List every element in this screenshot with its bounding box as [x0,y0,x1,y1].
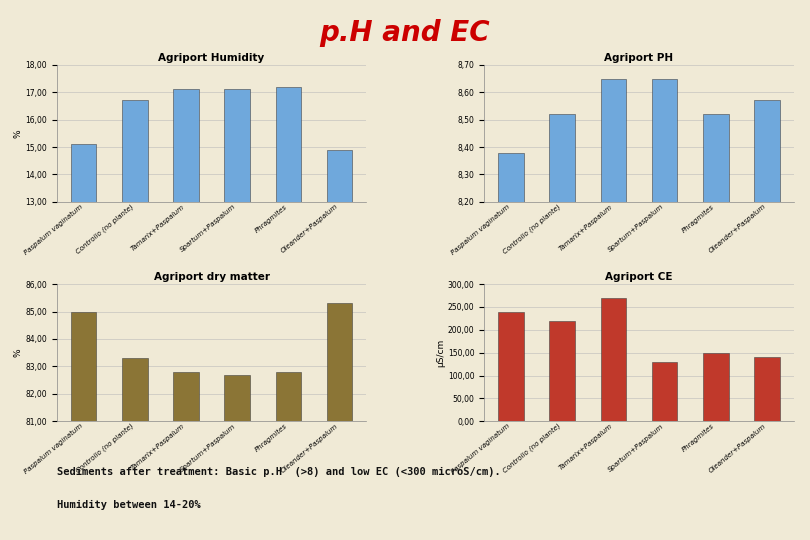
Bar [326,150,352,540]
Text: Humidity between 14-20%: Humidity between 14-20% [57,500,200,510]
Bar [224,90,250,540]
Bar [498,312,524,421]
Bar [652,78,677,540]
Bar [703,353,728,421]
Title: Agriport PH: Agriport PH [604,52,673,63]
Bar [549,114,575,540]
Bar [70,144,96,540]
Y-axis label: %: % [14,348,23,357]
Bar [275,87,301,540]
Y-axis label: μS/cm: μS/cm [436,339,445,367]
Text: Sediments after treatment: Basic p.H  (>8) and low EC (<300 microS/cm).: Sediments after treatment: Basic p.H (>8… [57,467,501,477]
Bar [754,100,780,540]
Bar [652,362,677,421]
Bar [224,375,250,540]
Bar [122,358,147,540]
Bar [754,357,780,421]
Bar [600,78,626,540]
Bar [173,372,198,540]
Bar [70,312,96,540]
Bar [498,152,524,540]
Title: Agriport dry matter: Agriport dry matter [154,272,270,282]
Y-axis label: %: % [14,129,23,138]
Bar [600,298,626,421]
Title: Agriport Humidity: Agriport Humidity [159,52,265,63]
Bar [326,303,352,540]
Bar [275,372,301,540]
Bar [549,321,575,421]
Bar [122,100,147,540]
Text: p.H and EC: p.H and EC [320,19,490,47]
Bar [703,114,728,540]
Bar [173,90,198,540]
Title: Agriport CE: Agriport CE [605,272,672,282]
